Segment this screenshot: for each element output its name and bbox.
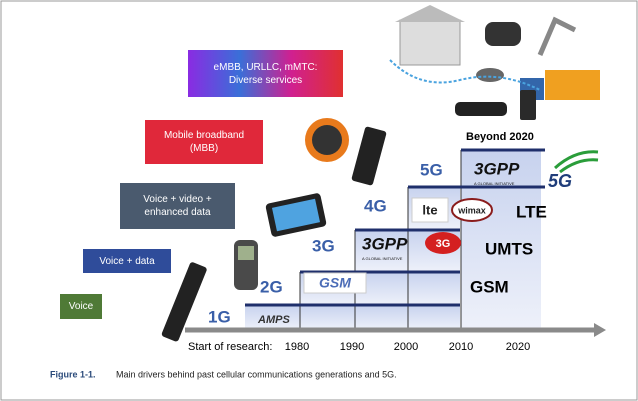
- step-area: [245, 305, 460, 330]
- axis-label: Start of research:: [188, 341, 272, 353]
- logo-badge: [451, 198, 493, 222]
- logo: 3GPP: [362, 234, 408, 253]
- logo: lte: [422, 202, 437, 217]
- technology: GSM: [470, 277, 509, 296]
- service-box: Voice: [60, 294, 102, 319]
- logo: 3G: [436, 238, 451, 250]
- year: 1980: [285, 341, 309, 353]
- step-lines: [245, 148, 545, 307]
- technology: UMTS: [485, 239, 533, 258]
- service-box: eMBB, URLLC, mMTC: Diverse services: [188, 50, 343, 97]
- service-box: Mobile broadband (MBB): [145, 120, 263, 164]
- year: 2020: [506, 341, 530, 353]
- generation: 2G: [260, 277, 283, 296]
- logo: 3GPP: [474, 159, 520, 178]
- generation-labels: 1G 2G 3G 4G 5G: [208, 160, 443, 326]
- technology: LTE: [516, 202, 547, 221]
- generation: 5G: [420, 160, 443, 179]
- generation: 1G: [208, 307, 231, 326]
- logo: wimax: [457, 205, 486, 215]
- step-area: [461, 150, 541, 330]
- technology: AMPS: [257, 314, 290, 326]
- logo-badge: [425, 232, 461, 254]
- logo-box: [411, 197, 449, 223]
- devices: [161, 5, 600, 342]
- year: 2000: [394, 341, 418, 353]
- logo-sub: A GLOBAL INITIATIVE: [362, 256, 403, 261]
- caption-text: Main drivers behind past cellular commun…: [116, 369, 397, 379]
- generation: 3G: [312, 236, 335, 255]
- service-box: Voice + video + enhanced data: [120, 183, 235, 229]
- year: 2010: [449, 341, 473, 353]
- beyond-label: Beyond 2020: [466, 131, 534, 143]
- logo-waves: [553, 150, 599, 174]
- axis-arrow: [594, 323, 606, 337]
- service-box: Voice + data: [83, 249, 171, 273]
- logo: GSM: [319, 275, 351, 291]
- year: 1990: [340, 341, 364, 353]
- logo: 5G: [548, 171, 572, 191]
- logo-sub: A GLOBAL INITIATIVE: [474, 181, 515, 186]
- caption-number: Figure 1-1.: [50, 369, 96, 379]
- logo-box: [303, 272, 367, 294]
- generation: 4G: [364, 196, 387, 215]
